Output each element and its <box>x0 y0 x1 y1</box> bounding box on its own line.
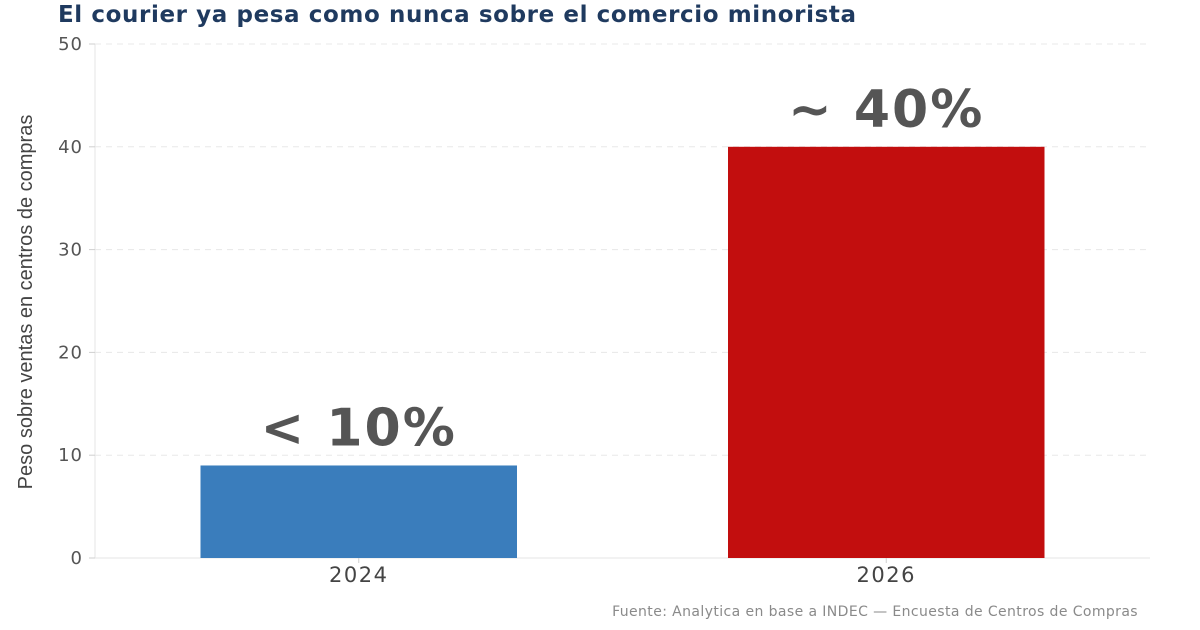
bars <box>200 146 1045 559</box>
y-tick-label: 40 <box>58 137 83 158</box>
y-tick-label: 50 <box>58 34 83 55</box>
data-label: < 10% <box>261 398 457 458</box>
y-tick-label: 0 <box>71 548 83 569</box>
y-axis-ticks: 0 10 20 30 40 50 <box>58 34 95 569</box>
x-tick-label: 2024 <box>329 563 388 587</box>
x-tick-label: 2026 <box>857 563 916 587</box>
data-labels: < 10% ~ 40% <box>261 80 984 459</box>
y-tick-label: 20 <box>58 342 83 363</box>
y-axis-label: Peso sobre ventas en centros de compras <box>15 115 37 490</box>
bar-2026 <box>728 146 1045 559</box>
chart-title: El courier ya pesa como nunca sobre el c… <box>58 2 857 28</box>
x-axis-ticks: 2024 2026 <box>329 558 916 587</box>
bar-2024 <box>200 465 517 558</box>
source-note: Fuente: Analytica en base a INDEC — Encu… <box>612 604 1138 620</box>
y-tick-label: 30 <box>58 240 83 261</box>
y-tick-label: 10 <box>58 445 83 466</box>
data-label: ~ 40% <box>788 80 984 140</box>
